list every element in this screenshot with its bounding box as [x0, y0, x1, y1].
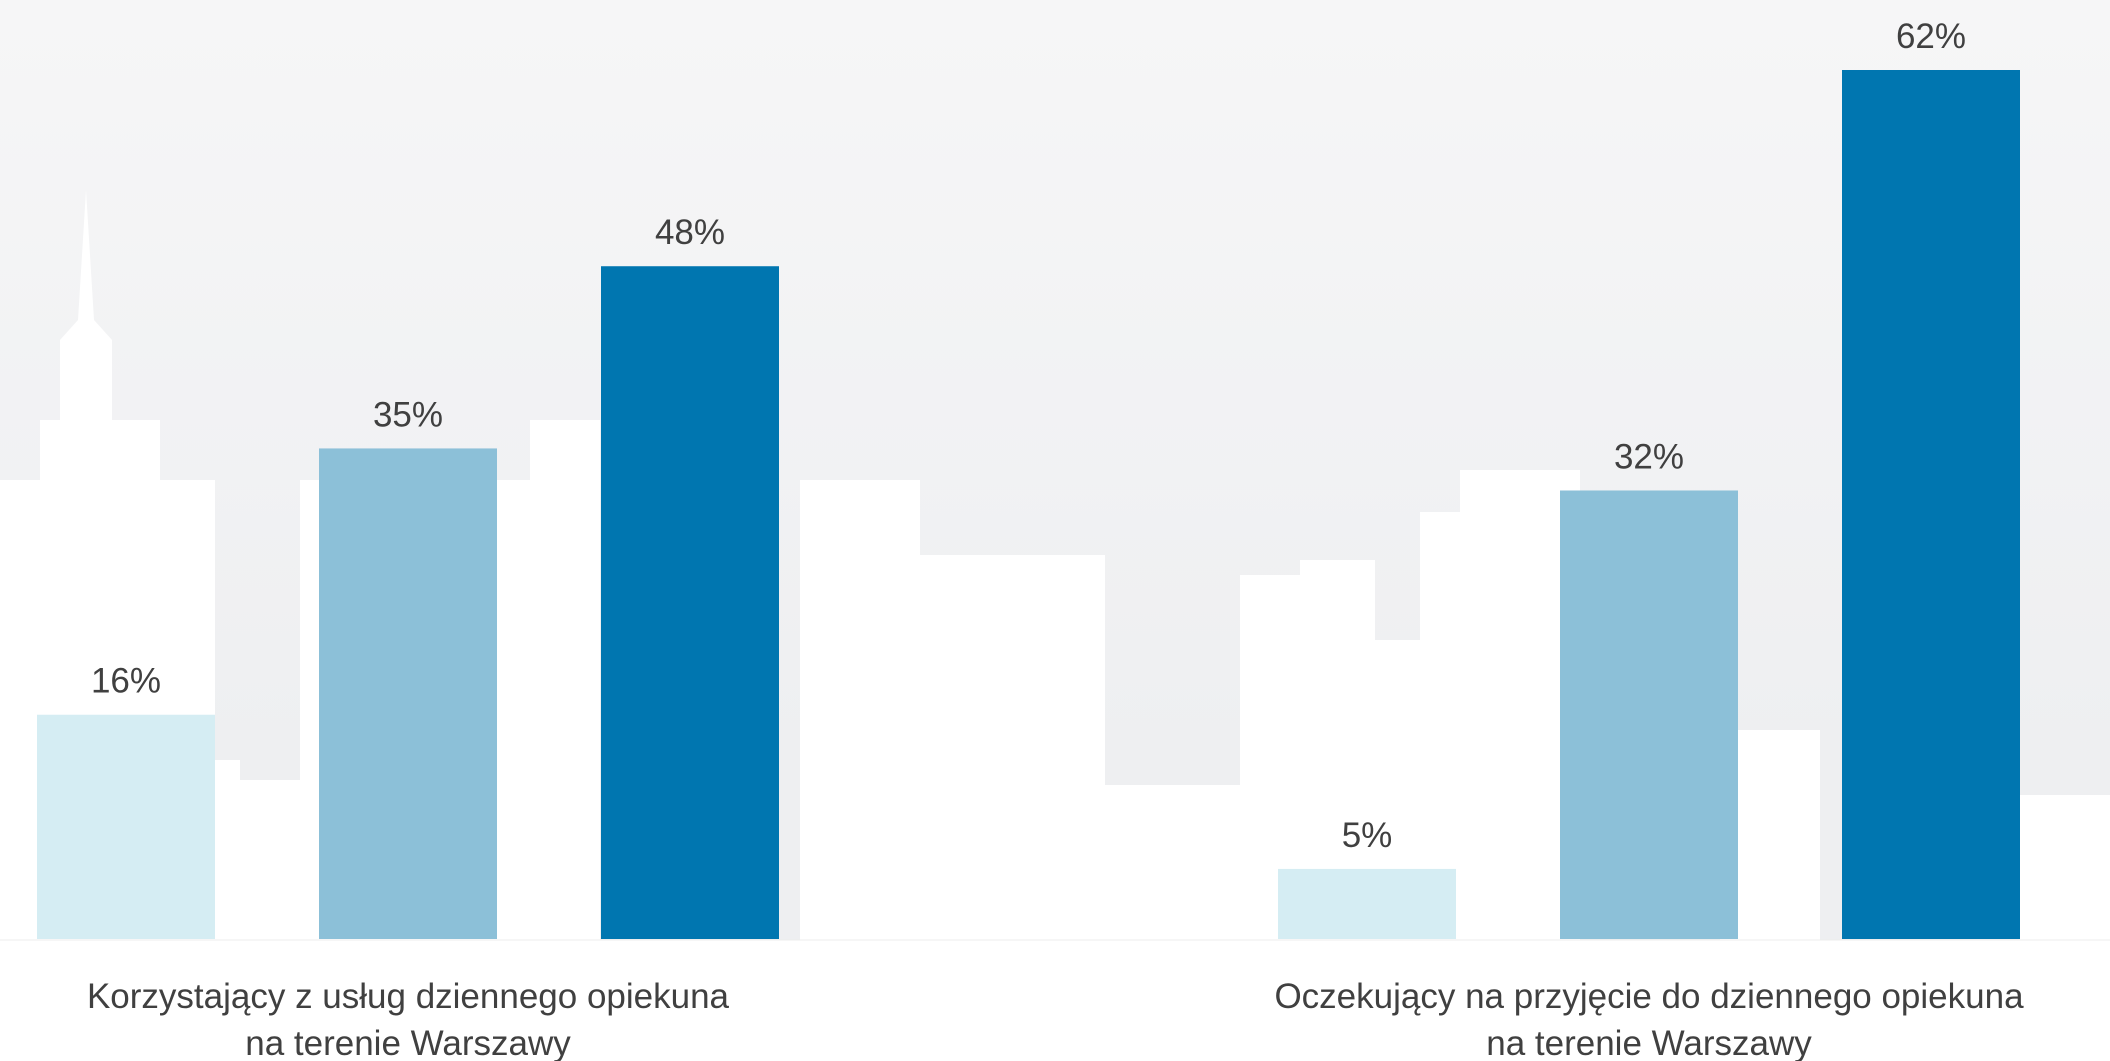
bar — [1842, 70, 2020, 939]
value-label: 48% — [655, 213, 725, 252]
value-label: 32% — [1614, 437, 1684, 476]
value-label: 16% — [91, 662, 161, 701]
bar — [1278, 868, 1456, 939]
bar — [1560, 490, 1738, 939]
value-label: 62% — [1896, 17, 1966, 56]
value-label: 5% — [1342, 816, 1393, 855]
category-label: Oczekujący na przyjęcie do dziennego opi… — [1274, 977, 2024, 1016]
value-label: 35% — [373, 395, 443, 434]
bar — [37, 714, 215, 939]
category-label: na terenie Warszawy — [245, 1024, 571, 1061]
bar — [601, 266, 779, 939]
category-label: Korzystający z usług dziennego opiekuna — [87, 977, 730, 1016]
category-label: na terenie Warszawy — [1486, 1024, 1812, 1061]
bar — [319, 448, 497, 939]
footer-bg — [0, 940, 2110, 1061]
